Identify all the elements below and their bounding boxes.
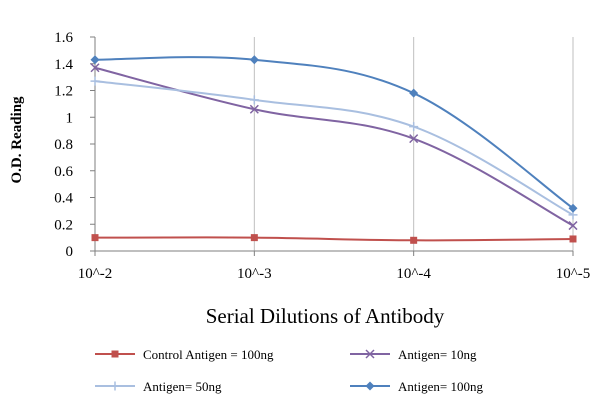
- legend-label: Control Antigen = 100ng: [143, 347, 274, 362]
- y-tick-label: 1.4: [54, 57, 73, 73]
- data-point: [90, 63, 100, 73]
- y-tick-label: 0.6: [54, 164, 73, 180]
- series-line: [94, 236, 574, 242]
- data-point: [111, 350, 119, 358]
- legend-label: Antigen= 100ng: [398, 379, 483, 394]
- data-point: [110, 381, 120, 391]
- data-point: [365, 381, 375, 391]
- data-point: [249, 104, 259, 114]
- data-point: [91, 234, 99, 242]
- series-group: [90, 55, 578, 244]
- data-point: [365, 349, 375, 359]
- data-point: [409, 88, 419, 98]
- grid: [253, 37, 574, 251]
- series-line: [94, 80, 574, 216]
- x-tick-label: 10^-4: [396, 266, 431, 282]
- data-point: [250, 234, 258, 242]
- legend-item: Antigen= 50ng: [95, 379, 222, 394]
- data-point: [410, 236, 418, 244]
- data-point: [568, 221, 578, 231]
- x-axis-label: Serial Dilutions of Antibody: [206, 304, 445, 328]
- y-tick-label: 1: [66, 110, 74, 126]
- x-tick-label: 10^-2: [78, 266, 113, 282]
- series-antigen-10ng: [90, 63, 578, 231]
- data-point: [568, 203, 578, 213]
- data-point: [409, 134, 419, 144]
- x-tick-label: 10^-5: [556, 266, 591, 282]
- y-tick-label: 1.6: [54, 30, 73, 46]
- series-line: [94, 56, 574, 210]
- legend-item: Control Antigen = 100ng: [95, 347, 274, 362]
- series-antigen-50ng: [90, 76, 578, 220]
- data-point: [409, 122, 419, 132]
- x-tick-label: 10^-3: [237, 266, 272, 282]
- data-point: [90, 55, 100, 65]
- y-tick-label: 0.4: [54, 191, 73, 207]
- series-line: [94, 66, 574, 227]
- data-point: [249, 95, 259, 105]
- y-tick-label: 1.2: [54, 84, 73, 100]
- legend-item: Antigen= 10ng: [350, 347, 477, 362]
- y-tick-label: 0.8: [54, 137, 73, 153]
- axes: [90, 36, 574, 256]
- y-tick-label: 0.2: [54, 217, 73, 233]
- data-point: [249, 55, 259, 65]
- series-antigen-100ng: [90, 55, 578, 213]
- data-point: [90, 76, 100, 86]
- series-control-antigen-100ng: [91, 234, 577, 244]
- legend-label: Antigen= 50ng: [143, 379, 222, 394]
- legend: Control Antigen = 100ng Antigen= 10ng Anti…: [95, 347, 483, 394]
- legend-item: Antigen= 100ng: [350, 379, 483, 394]
- tick-labels: 0 0.2 0.4 0.6 0.8 1 1.2 1.4 1.6 10^-2 10^-3 10^-4 10…: [54, 30, 590, 282]
- data-point: [569, 235, 577, 243]
- y-axis-label: O.D. Reading: [9, 96, 25, 184]
- y-tick-label: 0: [66, 244, 74, 260]
- legend-label: Antigen= 10ng: [398, 347, 477, 362]
